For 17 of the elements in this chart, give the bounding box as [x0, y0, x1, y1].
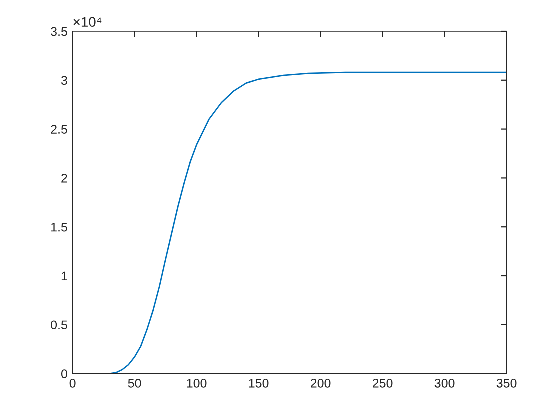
y-tick-label: 0.5 [51, 320, 68, 330]
x-tick-label: 100 [187, 378, 207, 388]
x-tick-label: 300 [434, 378, 455, 388]
x-tick-label: 150 [249, 378, 269, 388]
x-tick-label: 250 [373, 378, 393, 388]
x-tick-label: 50 [128, 378, 142, 388]
y-tick-label: 2.5 [51, 125, 68, 134]
y-tick-label: 1 [62, 272, 68, 281]
y-tick-label: 2 [62, 174, 68, 183]
x-tick-label: 200 [311, 378, 331, 388]
y-tick-label: 1.5 [52, 223, 68, 232]
x-tick-label: 0 [70, 378, 76, 388]
x-tick-label: 350 [496, 378, 517, 388]
y-tick-label: 0 [61, 370, 68, 378]
y-tick-label: 3 [61, 76, 68, 86]
text: ×10⁴ [74, 17, 102, 28]
y-tick-label: 3.5 [51, 27, 68, 36]
